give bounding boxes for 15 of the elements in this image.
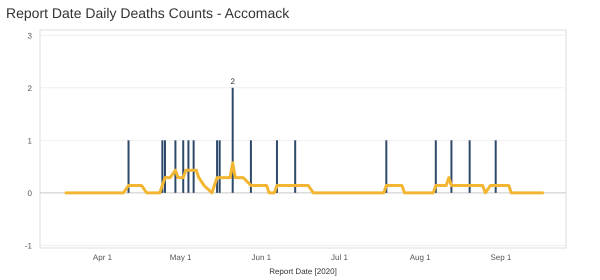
x-tick-label: May 1 (170, 253, 192, 262)
y-tick-label: -1 (24, 241, 33, 250)
chart-title: Report Date Daily Deaths Counts - Accomack (6, 5, 290, 21)
x-tick-label: Jul 1 (331, 253, 348, 262)
y-tick-label: 3 (28, 31, 33, 40)
x-tick-label: Apr 1 (92, 253, 113, 262)
line-series (64, 161, 544, 194)
y-tick-label: 0 (28, 188, 33, 198)
x-tick-label: Aug 1 (410, 253, 432, 262)
x-axis-title: Report Date [2020] (269, 267, 337, 276)
y-tick-label: 2 (28, 84, 33, 93)
y-tick-label: 1 (28, 136, 33, 146)
data-label: 2 (230, 76, 236, 86)
x-tick-label: Jun 1 (252, 253, 272, 262)
x-tick-label: Sep 1 (490, 253, 512, 262)
